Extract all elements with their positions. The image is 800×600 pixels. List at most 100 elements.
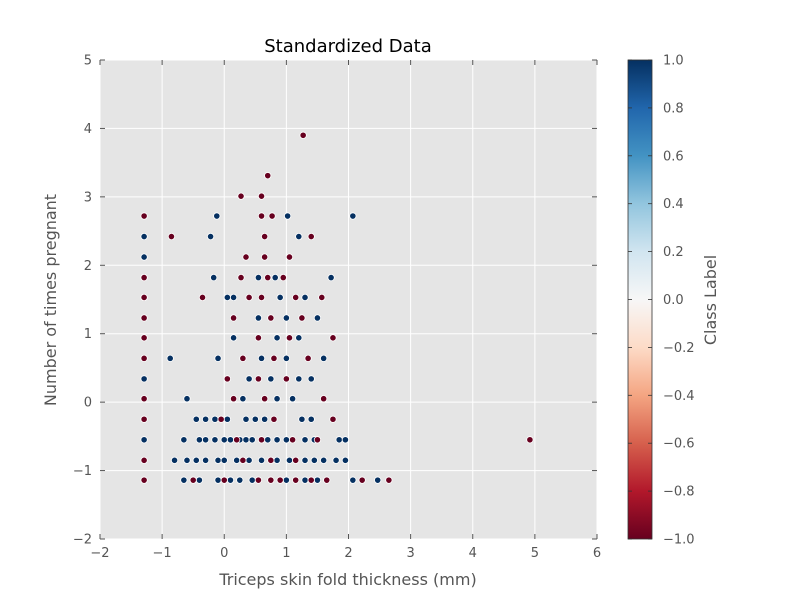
data-point [341, 456, 349, 464]
x-tick-label: 5 [531, 546, 539, 561]
data-point [226, 436, 235, 444]
colorbar-tick-label: −0.2 [663, 341, 695, 356]
data-point [282, 436, 290, 444]
data-point [295, 232, 303, 241]
data-point [285, 334, 294, 342]
data-point [267, 375, 275, 383]
y-tick-label: 0 [84, 396, 92, 411]
data-point [288, 436, 297, 444]
data-point [301, 293, 309, 302]
data-point [264, 436, 272, 444]
data-point [264, 274, 272, 282]
data-point [374, 476, 382, 484]
data-point [183, 456, 191, 464]
colorbar-tick-label: 0.2 [663, 245, 684, 260]
data-point [213, 212, 221, 220]
y-tick-label: −1 [73, 464, 92, 479]
data-point [261, 415, 269, 423]
y-axis-label: Number of times pregnant [41, 194, 60, 406]
data-point [248, 476, 256, 484]
data-point [313, 314, 322, 322]
data-point [257, 456, 266, 464]
data-point [202, 415, 210, 423]
data-point [257, 212, 266, 220]
data-point [358, 476, 366, 484]
data-point [318, 293, 326, 302]
data-point [307, 375, 315, 383]
data-point [242, 415, 250, 423]
chart-title: Standardized Data [264, 36, 432, 57]
data-point [220, 456, 228, 464]
colorbar-tick-label: −0.4 [663, 389, 695, 404]
data-point [254, 476, 263, 484]
data-point [295, 334, 303, 342]
x-axis-ticks: −2 −1 0 1 2 3 4 5 6 [90, 60, 601, 561]
data-point [349, 212, 357, 220]
data-point [267, 476, 275, 484]
data-point [261, 395, 269, 403]
data-point [195, 476, 203, 484]
data-point [320, 456, 328, 464]
data-point [245, 456, 253, 464]
data-point [526, 436, 534, 444]
y-tick-label: 1 [84, 327, 92, 342]
data-point [229, 395, 238, 403]
data-point [167, 232, 176, 241]
data-point [307, 476, 315, 484]
data-point [220, 476, 228, 484]
data-point [282, 314, 290, 322]
data-point [320, 354, 328, 362]
data-point [223, 375, 231, 383]
data-point [282, 476, 290, 484]
data-point [233, 436, 241, 444]
data-point [140, 314, 148, 322]
data-point [233, 456, 241, 464]
data-point [140, 232, 148, 241]
data-point [140, 395, 148, 403]
data-point [349, 476, 357, 484]
data-point [239, 354, 247, 362]
data-point [257, 436, 266, 444]
x-tick-label: −1 [153, 546, 172, 561]
data-point [223, 293, 231, 302]
data-point [298, 415, 306, 423]
data-point [320, 395, 328, 403]
data-point [273, 456, 281, 464]
data-point [292, 456, 300, 464]
data-point [268, 212, 276, 220]
colorbar-tick-label: −0.6 [663, 437, 695, 452]
x-tick-label: 1 [282, 546, 290, 561]
data-point [310, 456, 318, 464]
colorbar-label: Class Label [701, 255, 720, 345]
data-point [202, 456, 210, 464]
data-point [299, 131, 307, 139]
x-tick-label: 0 [220, 546, 228, 561]
y-tick-label: 5 [84, 54, 92, 69]
data-point [229, 334, 238, 342]
colorbar-tick-label: 0.4 [663, 197, 684, 212]
data-point [295, 375, 303, 383]
data-point [229, 314, 238, 322]
colorbar-ticks: 1.0 0.8 0.6 0.4 0.2 0.0 −0.2 −0.4 −0.6 −0.8 −1.0 [628, 54, 695, 548]
data-point [257, 192, 266, 200]
y-tick-label: 3 [84, 190, 92, 205]
data-point [298, 314, 306, 322]
data-point [301, 436, 309, 444]
data-point [279, 274, 287, 282]
data-point [242, 253, 250, 261]
colorbar-tick-label: 1.0 [663, 54, 684, 69]
data-point [329, 334, 337, 342]
data-point [239, 395, 247, 403]
data-point [140, 476, 148, 484]
data-point [192, 415, 200, 423]
data-point [301, 476, 309, 484]
data-point [273, 436, 281, 444]
data-point [140, 436, 148, 444]
data-point [248, 436, 256, 444]
data-point [254, 375, 263, 383]
data-point [180, 476, 188, 484]
data-point [341, 436, 349, 444]
data-point [288, 395, 297, 403]
data-point [292, 293, 300, 302]
